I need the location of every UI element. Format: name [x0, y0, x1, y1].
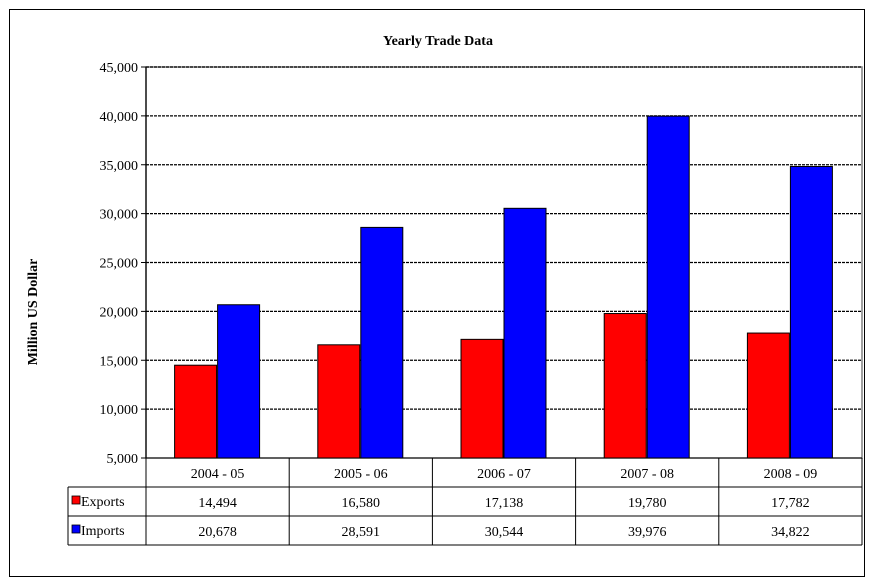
table-cell-exports: 19,780 [628, 496, 667, 511]
table-cell-imports: 30,544 [485, 525, 524, 540]
x-tick-label: 2007 - 08 [620, 467, 674, 482]
x-tick-label: 2004 - 05 [191, 467, 245, 482]
bar-exports-2 [460, 338, 504, 459]
table-cell-imports: 34,822 [771, 525, 810, 540]
table-cell-exports: 17,138 [485, 496, 524, 511]
legend-key-exports [71, 495, 81, 505]
y-tick-labels: 5,000 10,000 15,000 20,000 25,000 30,000 35,00… [100, 61, 147, 467]
table-cell-exports: 14,494 [198, 496, 237, 511]
bar-exports-1 [317, 344, 361, 459]
y-tick-label: 15,000 [100, 354, 139, 369]
x-tick-label: 2006 - 07 [477, 467, 531, 482]
y-axis-label: Million US Dollar [26, 259, 41, 366]
y-tick-label: 25,000 [100, 257, 139, 272]
y-tick-label: 10,000 [100, 403, 139, 418]
legend-key-imports [71, 524, 81, 534]
table-cell-exports: 17,782 [771, 496, 810, 511]
bar-imports-0 [217, 304, 261, 459]
legend-label-imports: Imports [81, 524, 125, 539]
table-cell-imports: 20,678 [198, 525, 237, 540]
chart-title: Yearly Trade Data [383, 34, 493, 49]
table-cell-imports: 39,976 [628, 525, 667, 540]
y-tick-label: 40,000 [100, 110, 139, 125]
bar-imports-4 [789, 165, 833, 459]
bars [174, 115, 833, 459]
x-tick-label: 2005 - 06 [334, 467, 388, 482]
data-table: 2004 - 05 2005 - 06 2006 - 07 2007 - 08 2008… [67, 457, 863, 546]
y-tick-label: 30,000 [100, 208, 139, 223]
legend-label-exports: Exports [81, 495, 125, 510]
y-tick-label: 45,000 [100, 61, 139, 76]
bar-imports-1 [360, 226, 404, 459]
bar-exports-4 [746, 332, 790, 459]
y-tick-label: 20,000 [100, 305, 139, 320]
y-tick-label: 5,000 [107, 452, 139, 467]
chart-frame [9, 9, 865, 577]
y-tick-label: 35,000 [100, 159, 139, 174]
x-tick-label: 2008 - 09 [764, 467, 818, 482]
table-cell-exports: 16,580 [342, 496, 381, 511]
bar-exports-3 [603, 313, 647, 459]
bar-imports-3 [646, 115, 690, 459]
bar-exports-0 [174, 364, 218, 459]
table-cell-imports: 28,591 [342, 525, 381, 540]
bar-imports-2 [503, 207, 547, 459]
